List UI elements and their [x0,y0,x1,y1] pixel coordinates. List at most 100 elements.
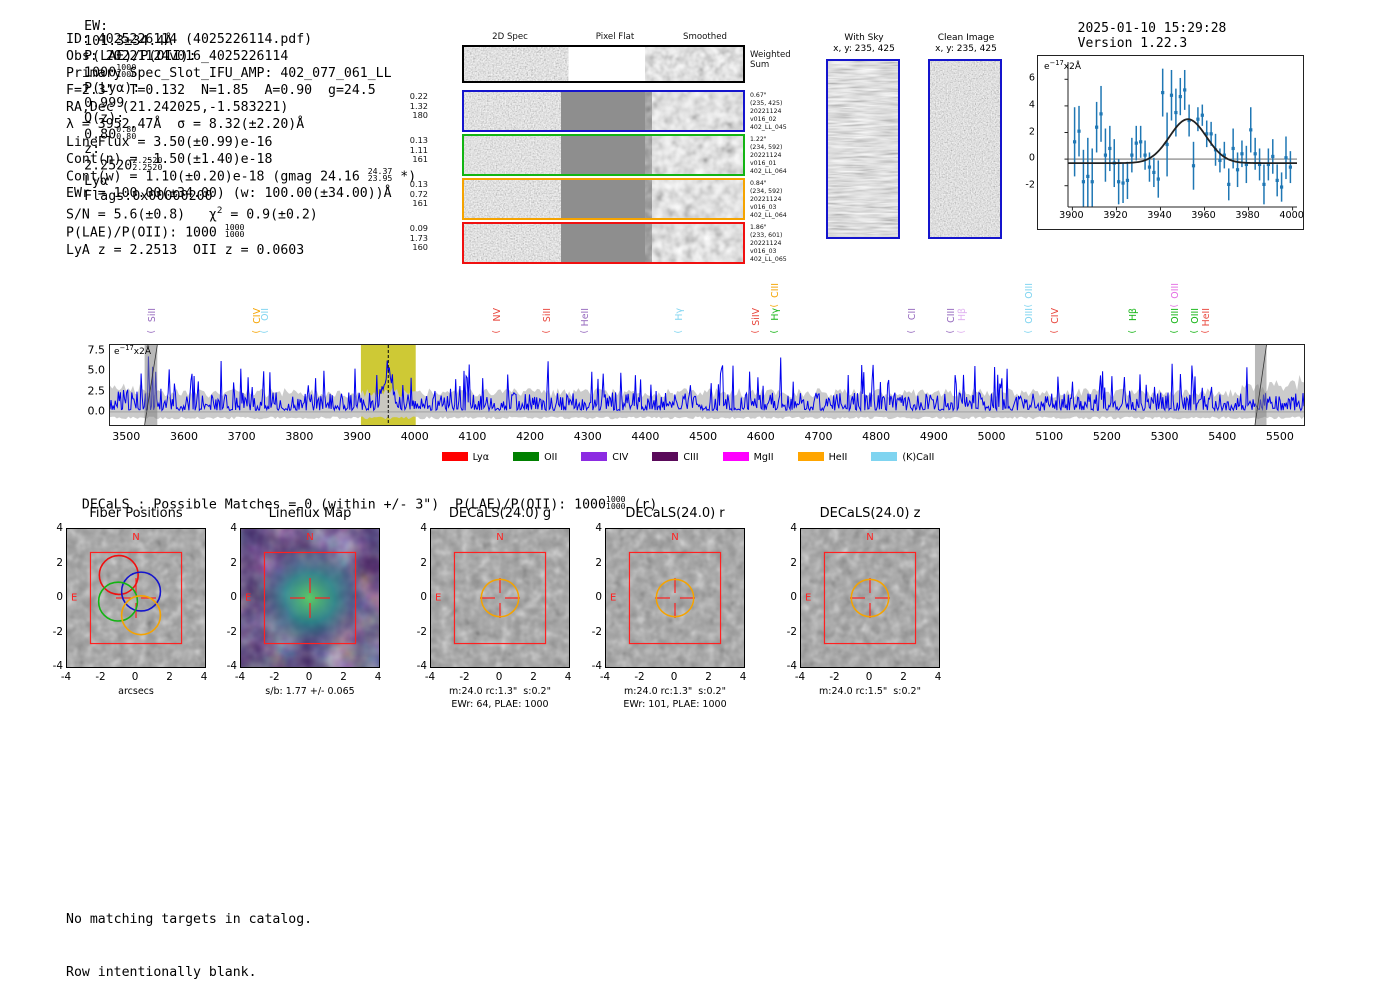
twod-row-meta-line: v016_02 [750,116,777,124]
twod-spec-panel: 2D Spec Pixel Flat Smoothed Weighted Sum… [410,32,791,264]
twod-row-meta: 0.67" (235, 425) 20221124 v016_02 402_LL_045 [750,92,787,132]
twod-row-meta-line: 20221124 [750,240,782,248]
emission-line-label: Hγ [769,308,781,321]
plya-label: P(Lyα): [84,80,141,96]
qz-range: 0.80 0.80 [116,123,137,141]
header-timestamp-block: 2025-01-10 15:29:28 Version 1.22.3 [1062,6,1242,51]
twod-row-stat: 1.11 [409,144,428,155]
info-plae-range: 1000 1000 [224,221,245,240]
spectrum-y-tick: 2.5 [87,384,106,398]
cutout-x-tick: -2 [269,671,280,683]
emission-line-label: CIV [1049,308,1061,324]
legend-swatch [871,452,898,461]
legend-swatch [722,452,749,461]
plya-value: 0.999 [84,95,125,111]
legend-label: CIV [612,452,629,463]
cutout-y-tick: 4 [56,522,63,534]
twod-row-stat: 1.73 [409,232,428,243]
twod-row-meta-line: v016_01 [750,160,777,168]
emission-line-label: Hγ [673,308,685,321]
decals-panel-image [430,528,570,668]
cutout-x-tick: 0 [670,671,678,683]
cutout-y-tick: 4 [420,522,427,534]
cutout-x-tick: -2 [459,671,470,683]
twod-row-meta: 1.86" (233, 601) 20221124 v016_03 402_LL_065 [750,224,787,264]
emission-line-tick: ( [956,330,967,334]
cutout-y-tick: 4 [790,522,797,534]
line-fit-x-tick: 3940 [1147,210,1172,221]
decals-panel-title: DECaLS(24.0) g [448,506,552,521]
spectrum-x-tick: 3600 [169,430,198,443]
info-wavelength: λ = 3952.47Å σ = 8.32(±2.20)Å [66,117,305,133]
emission-line-tick: ( [769,330,780,334]
with-sky-title: With Sky x, y: 235, 425 [833,33,895,54]
legend-label: Lyα [472,452,490,463]
compass-north: N [306,532,314,543]
legend-swatch [581,452,608,461]
emission-line-label: OII [259,308,271,321]
full-spectrum-plot: e−17x2Å [109,344,1305,426]
cutout-x-tick: -4 [599,671,611,683]
emission-line-label: OIII [1169,308,1181,324]
line-fit-y-tick: 0 [1028,152,1035,164]
spectrum-x-tick: 3500 [112,430,141,443]
z-type: Lyα [84,173,109,189]
decals-panel: DECaLS(24.0) z N E -4 -2 0 2 4 4 2 0 -2 -4 m:24.0 rc:… [787,506,942,697]
gmag-range: 24.37 23.95 [367,165,393,184]
emission-line-label: SiII [542,308,554,323]
twod-row-stats: 0.13 1.11 161 [400,135,428,165]
compass-east: E [71,592,78,604]
decals-plae-range: 1000 1000 [605,494,626,512]
emission-line-tick: ( [492,330,503,334]
spectrum-x-tick: 3900 [343,430,372,443]
cutout-x-tick: 2 [900,671,907,683]
twod-title-smoothed: Smoothed [683,32,727,42]
info-lineflux: LineFlux = 3.50(±0.99)e-16 [66,134,273,150]
cutout-x-tick: 2 [705,671,712,683]
twod-row-stat: 0.72 [409,188,428,199]
qz-value: 0.80 [84,127,117,143]
twod-row-stat: 161 [412,198,428,209]
twod-row-stat: 0.09 [409,223,428,233]
spectrum-x-tick: 4500 [689,430,718,443]
cutout-x-tick: -4 [424,671,436,683]
legend-entry: CIII [652,452,699,463]
line-fit-y-tick: 2 [1028,126,1035,137]
cutout-x-tick: -2 [829,671,840,683]
cutout-y-tick: -4 [786,660,797,672]
cutout-x-tick: -2 [95,671,106,683]
line-fit-units: e−17x2Å [1044,59,1082,72]
decals-panel-caption: EWr: 64, PLAE: 1000 [451,699,549,710]
legend-entry: CIV [581,452,628,463]
compass-north: N [671,532,679,543]
cutout-y-tick: -2 [226,625,237,638]
legend-swatch [513,452,540,461]
twod-row-meta-line: v016_03 [750,248,777,256]
legend-entry: (K)CaII [871,452,934,463]
cutout-x-tick: -4 [60,671,72,683]
full-spectrum-canvas [110,345,1304,425]
emission-line-label: OIII [1024,308,1035,324]
twod-fiber-row [462,178,745,220]
with-sky-image [826,59,900,239]
compass-east: E [435,592,442,604]
decals-panel-image [605,528,745,668]
spectrum-x-tick: 5200 [1092,430,1121,443]
compass-north: N [496,532,504,543]
legend-label: OII [544,452,558,463]
spectrum-x-tick: 4100 [458,430,487,443]
info-obs: Obs: 20221124v016_4025226114 [66,49,289,65]
cutout-x-tick: 0 [131,671,139,683]
decals-panel-caption: arcsecs [118,686,154,697]
compass-north: N [866,532,874,543]
line-fit-x-tick: 4000 [1279,210,1304,221]
emission-line-label: CIII [769,283,781,298]
info-cont-w: Cont(w) = 1.10(±0.20)e-18 (gmag 24.16 24… [66,165,417,185]
twod-row-meta: 1.22" (234, 592) 20221124 v016_01 402_LL_064 [750,136,787,176]
cutout-y-tick: -2 [52,625,63,638]
decals-panel-title: Lineflux Map [268,506,352,521]
line-fit-y-tick: 4 [1028,99,1035,111]
spectrum-y-tick: 7.5 [87,343,106,357]
twod-row-stat: 1.32 [409,100,428,111]
line-fit-y-tick: 6 [1028,72,1035,84]
